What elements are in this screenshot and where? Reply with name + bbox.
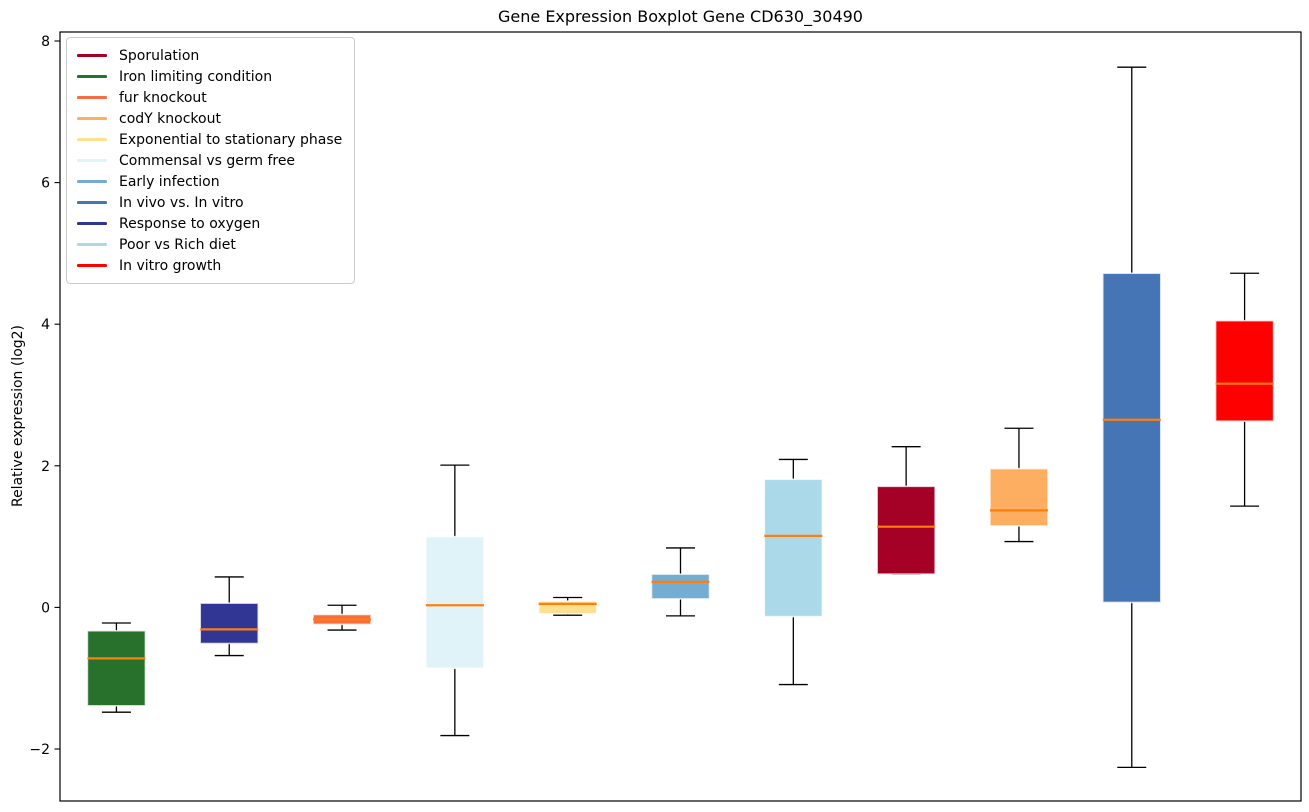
box-rect [1214, 319, 1275, 422]
legend-swatch [77, 180, 107, 183]
legend-item-commensal-vs-germ-free: Commensal vs germ free [77, 150, 342, 171]
box-rect [763, 478, 824, 618]
legend-label: Exponential to stationary phase [119, 131, 343, 148]
box-exponential-to-stationary-phase [537, 596, 598, 616]
legend-swatch [77, 75, 107, 78]
legend-item-in-vivo-vs-in-vitro: In vivo vs. In vitro [77, 192, 342, 213]
legend-swatch [77, 264, 107, 267]
legend-label: Early infection [119, 173, 220, 190]
y-tick-label: 6 [41, 176, 50, 192]
legend-item-exponential-to-stationary-phase: Exponential to stationary phase [77, 129, 342, 150]
legend-item-iron-limiting-condition: Iron limiting condition [77, 66, 342, 87]
legend-label: fur knockout [119, 89, 207, 106]
box-in-vivo-vs-in-vitro [1101, 66, 1162, 769]
legend-label: Commensal vs germ free [119, 152, 296, 169]
legend-item-response-to-oxygen: Response to oxygen [77, 213, 342, 234]
legend-label: Poor vs Rich diet [119, 236, 236, 253]
legend-label: Sporulation [119, 47, 200, 64]
legend-swatch [77, 117, 107, 120]
box-in-vitro-growth [1214, 272, 1275, 507]
box-rect [199, 602, 260, 645]
box-rect [425, 535, 485, 670]
box-rect [650, 573, 711, 600]
legend-item-cody-knockout: codY knockout [77, 108, 342, 129]
box-rect [86, 629, 147, 707]
legend-swatch [77, 243, 107, 246]
y-tick-label: −2 [29, 742, 50, 758]
y-tick-label: 8 [41, 34, 50, 50]
y-tick-label: 2 [41, 459, 50, 475]
legend-item-early-infection: Early infection [77, 171, 342, 192]
legend-label: codY knockout [119, 110, 221, 127]
box-rect [989, 467, 1049, 527]
legend-item-in-vitro-growth: In vitro growth [77, 255, 342, 276]
box-sporulation [876, 446, 936, 575]
legend-label: In vitro growth [119, 257, 222, 274]
box-response-to-oxygen [199, 576, 260, 657]
legend-swatch [77, 201, 107, 204]
legend-swatch [77, 222, 107, 225]
box-rect [876, 485, 936, 575]
box-poor-vs-rich-diet [763, 458, 824, 686]
box-commensal-vs-germ-free [425, 464, 485, 737]
legend: Sporulation Iron limiting condition fur kn… [66, 37, 356, 284]
legend-item-poor-vs-rich-diet: Poor vs Rich diet [77, 234, 342, 255]
box-fur-knockout [312, 604, 372, 631]
y-tick-label: 0 [41, 600, 50, 616]
legend-swatch [77, 96, 107, 99]
legend-swatch [77, 54, 107, 57]
y-tick-label: 4 [41, 317, 50, 333]
legend-swatch [77, 159, 107, 162]
legend-label: Iron limiting condition [119, 68, 273, 85]
legend-label: Response to oxygen [119, 215, 261, 232]
legend-swatch [77, 138, 107, 141]
legend-label: In vivo vs. In vitro [119, 194, 244, 211]
axes-layer: −2 0 2 4 6 8 [29, 31, 1302, 802]
box-cody-knockout [989, 427, 1049, 543]
boxes-layer [86, 66, 1275, 769]
legend-item-fur-knockout: fur knockout [77, 87, 342, 108]
box-iron-limiting-condition [86, 622, 147, 713]
legend-item-sporulation: Sporulation [77, 45, 342, 66]
box-rect [1101, 272, 1162, 604]
plot-border [59, 31, 1302, 802]
chart-title: Gene Expression Boxplot Gene CD630_30490 [498, 7, 863, 26]
box-early-infection [650, 547, 711, 617]
